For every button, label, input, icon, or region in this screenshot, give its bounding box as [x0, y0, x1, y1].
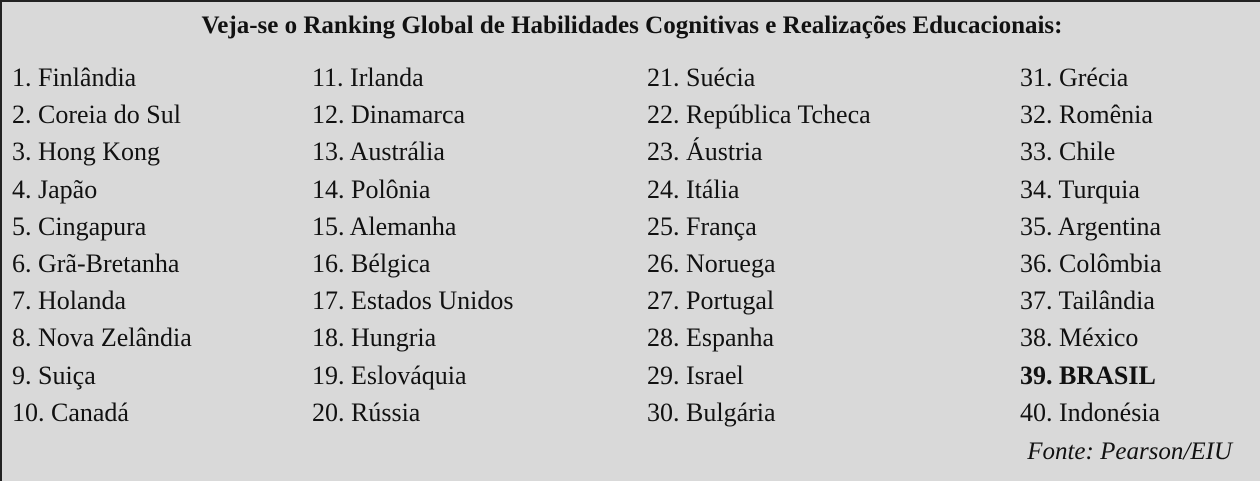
ranking-item: 20. Rússia	[312, 397, 421, 427]
ranking-item: 4. Japão	[12, 174, 98, 204]
ranking-item: 21. Suécia	[647, 63, 756, 92]
ranking-item: 25. França	[647, 211, 757, 241]
ranking-item: 28. Espanha	[647, 323, 775, 353]
ranking-column: 1. Finlândia 2. Coreia do Sul 3. Hong Kong…	[12, 59, 192, 431]
ranking-item: 39. BRASIL	[1020, 360, 1156, 390]
source-note: Fonte: Pearson/EIU	[1027, 438, 1232, 465]
ranking-item: 6. Grã-Bretanha	[12, 248, 180, 278]
ranking-item: 30. Bulgária	[647, 397, 776, 427]
ranking-item: 11. Irlanda	[312, 63, 424, 92]
ranking-column: 21. Suécia 22. República Tcheca 23. Áustri…	[647, 59, 871, 431]
ranking-item: 38. México	[1020, 323, 1139, 353]
ranking-item: 5. Cingapura	[12, 211, 147, 241]
ranking-item: 23. Áustria	[647, 137, 763, 167]
ranking-item: 10. Canadá	[12, 397, 129, 427]
ranking-item: 29. Israel	[647, 360, 744, 390]
ranking-item: 26. Noruega	[647, 248, 776, 278]
ranking-item: 2. Coreia do Sul	[12, 100, 181, 130]
ranking-item: 14. Polônia	[312, 174, 431, 204]
ranking-item: 40. Indonésia	[1020, 397, 1161, 427]
ranking-item: 3. Hong Kong	[12, 137, 161, 167]
ranking-column: 11. Irlanda 12. Dinamarca 13. Austrália 14.…	[312, 59, 514, 431]
ranking-item: 36. Colômbia	[1020, 248, 1162, 278]
ranking-item: 19. Eslováquia	[312, 360, 467, 390]
ranking-item: 17. Estados Unidos	[312, 286, 514, 316]
page-title: Veja-se o Ranking Global de Habilidades …	[201, 12, 1063, 39]
ranking-item: 37. Tailândia	[1020, 286, 1155, 316]
ranking-item: 13. Austrália	[312, 137, 445, 167]
ranking-item: 16. Bélgica	[312, 248, 431, 278]
ranking-item: 35. Argentina	[1020, 211, 1162, 241]
ranking-item: 15. Alemanha	[312, 211, 457, 241]
ranking-item: 1. Finlândia	[12, 63, 137, 92]
ranking-item: 27. Portugal	[647, 286, 775, 316]
ranking-item: 24. Itália	[647, 174, 740, 204]
ranking-item: 31. Grécia	[1020, 63, 1129, 92]
ranking-item: 22. República Tcheca	[647, 100, 871, 130]
ranking-item: 32. Romênia	[1020, 100, 1153, 130]
ranking-item: 7. Holanda	[12, 286, 127, 316]
ranking-item: 18. Hungria	[312, 323, 437, 353]
ranking-item: 8. Nova Zelândia	[12, 323, 192, 353]
ranking-item: 9. Suiça	[12, 360, 96, 390]
ranking-column: 31. Grécia 32. Romênia 33. Chile 34. Turqui…	[1020, 59, 1162, 431]
ranking-item: 12. Dinamarca	[312, 100, 466, 130]
ranking-item: 33. Chile	[1020, 137, 1116, 167]
ranking-item: 34. Turquia	[1020, 174, 1140, 204]
